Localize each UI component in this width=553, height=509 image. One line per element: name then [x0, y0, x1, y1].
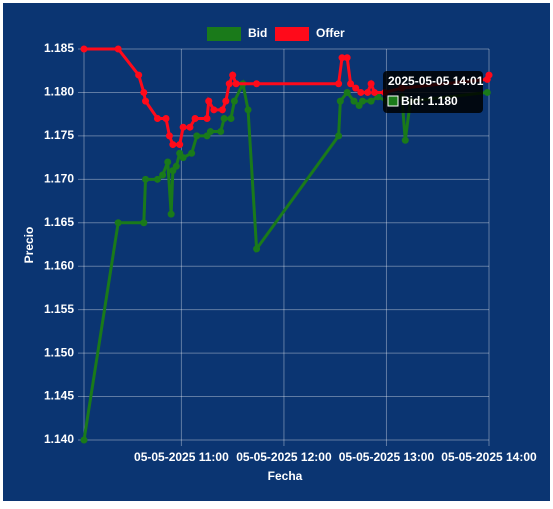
point [164, 158, 172, 166]
point [220, 115, 228, 123]
point [357, 88, 365, 96]
point [153, 175, 161, 183]
point [191, 115, 199, 123]
point [142, 97, 150, 105]
point [350, 97, 358, 105]
point [217, 128, 225, 136]
x-axis-label: Fecha [268, 469, 303, 483]
point [222, 97, 230, 105]
point [142, 175, 150, 183]
legend: Bid Offer [207, 26, 345, 41]
point [193, 132, 201, 140]
point [227, 115, 235, 123]
point [218, 106, 226, 114]
point [364, 88, 372, 96]
legend-swatch [275, 27, 309, 41]
point [159, 171, 167, 179]
point [229, 71, 237, 79]
point [140, 219, 148, 227]
y-axis-label: Precio [22, 227, 36, 264]
point [153, 115, 161, 123]
y-tick-label: 1.160 [44, 258, 74, 272]
point [352, 84, 360, 92]
point [114, 219, 122, 227]
point [179, 154, 187, 162]
point [343, 54, 351, 62]
x-tick-label: 05-05-2025 12:00 [236, 450, 332, 464]
tooltip-swatch [387, 95, 399, 107]
y-tick-label: 1.145 [44, 389, 74, 403]
point [359, 97, 367, 105]
point [253, 245, 261, 253]
plot [80, 45, 493, 444]
y-tick-label: 1.185 [44, 41, 74, 55]
point [225, 80, 233, 88]
point [188, 149, 196, 157]
y-tick-label: 1.180 [44, 85, 74, 99]
point [343, 88, 351, 96]
point [179, 123, 187, 131]
point [371, 88, 379, 96]
point [230, 97, 238, 105]
point [232, 80, 240, 88]
point [167, 210, 175, 218]
y-tick-label: 1.155 [44, 302, 74, 316]
point [210, 106, 218, 114]
tooltip: 2025-05-05 14:01 Bid: 1.180 [383, 71, 484, 113]
point [483, 88, 491, 96]
x-tick-label: 05-05-2025 14:00 [441, 450, 537, 464]
tooltip-label: Bid: 1.180 [401, 94, 458, 108]
point [367, 80, 375, 88]
tooltip-box [383, 71, 483, 113]
point [338, 54, 346, 62]
point [206, 128, 214, 136]
y-tick-label: 1.170 [44, 172, 74, 186]
point [162, 115, 170, 123]
legend-label: Bid [248, 26, 267, 40]
y-tick-label: 1.150 [44, 345, 74, 359]
point [176, 141, 184, 149]
point [114, 45, 122, 53]
point [335, 80, 343, 88]
point [80, 436, 88, 444]
y-tick-label: 1.140 [44, 432, 74, 446]
point [80, 45, 88, 53]
x-tick-label: 05-05-2025 13:00 [339, 450, 435, 464]
point [205, 97, 213, 105]
legend-label: Offer [316, 26, 345, 40]
point [367, 97, 375, 105]
point [335, 132, 343, 140]
point [485, 71, 493, 79]
point [401, 136, 409, 144]
point [172, 162, 180, 170]
point [165, 132, 173, 140]
point [169, 141, 177, 149]
y-tick-label: 1.165 [44, 215, 74, 229]
point [244, 106, 252, 114]
point [336, 97, 344, 105]
tooltip-title: 2025-05-05 14:01 [388, 74, 484, 88]
point [347, 80, 355, 88]
point [140, 88, 148, 96]
point [253, 80, 261, 88]
x-tick-label: 05-05-2025 11:00 [134, 450, 229, 464]
point [203, 115, 211, 123]
point [135, 71, 143, 79]
legend-swatch [207, 27, 241, 41]
point [186, 123, 194, 131]
y-tick-label: 1.175 [44, 128, 74, 142]
